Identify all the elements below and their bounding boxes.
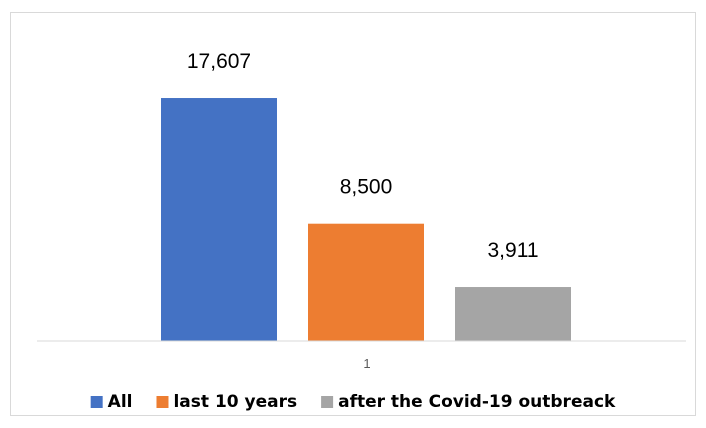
bar-3 <box>455 287 571 341</box>
legend-swatch-3 <box>321 396 334 408</box>
legend-label-1: All <box>108 392 133 412</box>
bars-group <box>161 98 571 341</box>
data-label-1: 17,607 <box>187 50 251 73</box>
data-labels-group: 17,607 8,500 3,911 <box>187 50 539 262</box>
chart-frame <box>10 12 696 416</box>
legend-item-1: All <box>90 392 133 412</box>
legend-item-2: last 10 years <box>156 392 297 412</box>
legend-swatch-2 <box>156 396 169 408</box>
bar-2 <box>308 223 424 341</box>
bar-1 <box>161 98 277 341</box>
data-label-3: 3,911 <box>488 239 539 262</box>
data-label-2: 8,500 <box>340 176 393 199</box>
legend-label-3: after the Covid-19 outbreack <box>338 392 616 412</box>
legend-label-2: last 10 years <box>173 392 297 412</box>
legend-item-3: after the Covid-19 outbreack <box>321 392 616 412</box>
legend: All last 10 years after the Covid-19 outbr… <box>90 392 616 412</box>
x-tick-label: 1 <box>363 356 370 371</box>
legend-swatch-1 <box>90 396 103 408</box>
